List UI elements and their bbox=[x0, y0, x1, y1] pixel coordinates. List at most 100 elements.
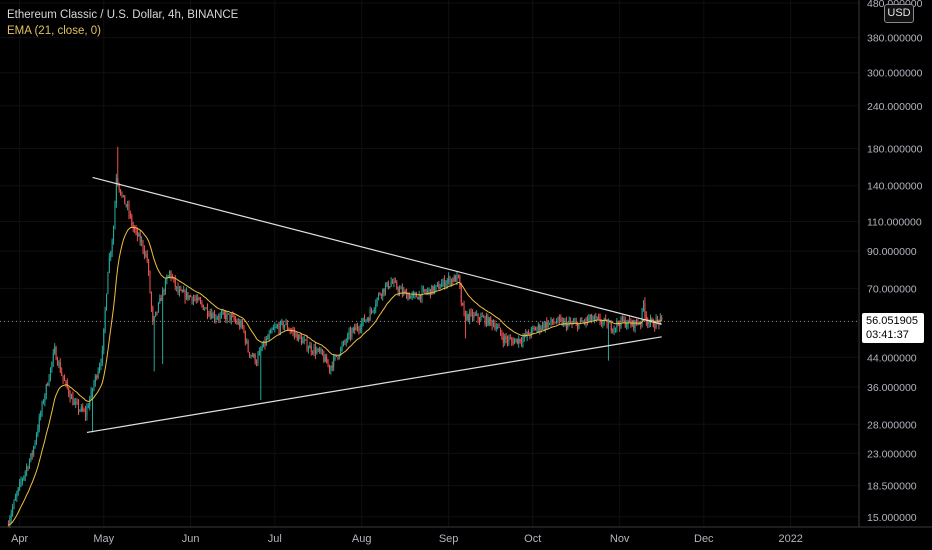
candle-body bbox=[299, 334, 301, 338]
candle-body bbox=[338, 355, 340, 358]
candle-body bbox=[14, 497, 16, 501]
candle-body bbox=[411, 294, 413, 296]
candle-body bbox=[455, 275, 457, 282]
candle-body bbox=[436, 284, 438, 286]
candle-body bbox=[216, 317, 218, 319]
currency-button[interactable]: USD bbox=[884, 4, 914, 23]
time-tick-label: Aug bbox=[352, 533, 372, 545]
candle-body bbox=[652, 320, 654, 327]
candle-body bbox=[251, 355, 253, 357]
candle-body bbox=[488, 317, 490, 326]
candle-body bbox=[135, 229, 137, 231]
lower-trendline[interactable] bbox=[86, 336, 662, 434]
time-tick-label: Jul bbox=[268, 533, 282, 545]
time-tick-label: Dec bbox=[694, 533, 714, 545]
candle-body bbox=[244, 332, 246, 343]
candle-body bbox=[638, 323, 640, 325]
candle-body bbox=[79, 410, 81, 411]
candle-body bbox=[578, 323, 580, 329]
candle-body bbox=[317, 348, 319, 351]
candle-body bbox=[658, 320, 660, 325]
candle-body bbox=[282, 321, 284, 328]
candle-body bbox=[434, 287, 436, 293]
candle-body bbox=[159, 298, 161, 303]
candle-body bbox=[153, 316, 155, 322]
candle-body bbox=[584, 321, 586, 323]
candle-body bbox=[582, 321, 584, 323]
candle-body bbox=[364, 317, 366, 322]
candle-body bbox=[476, 313, 478, 316]
candle-body bbox=[473, 314, 475, 318]
candle-body bbox=[334, 355, 336, 358]
candle-body bbox=[385, 285, 387, 293]
candle-body bbox=[59, 362, 61, 372]
candle-body bbox=[464, 313, 466, 320]
price-axis[interactable]: 480.000000380.000000300.000000240.000000… bbox=[867, 0, 923, 524]
candle-body bbox=[335, 355, 337, 357]
candle-body bbox=[225, 314, 227, 320]
candle-body bbox=[567, 323, 569, 328]
candle-body bbox=[554, 322, 556, 324]
candle-body bbox=[89, 398, 91, 407]
candle-body bbox=[237, 321, 239, 324]
candle-body bbox=[52, 353, 54, 363]
candle-body bbox=[218, 317, 220, 319]
candle-body bbox=[19, 482, 21, 488]
candle-body bbox=[181, 290, 183, 293]
candle-body bbox=[621, 317, 623, 322]
candle-body bbox=[235, 319, 237, 322]
candle-body bbox=[106, 294, 108, 311]
candle-body bbox=[547, 322, 549, 328]
candle-body bbox=[275, 326, 277, 328]
candle-body bbox=[406, 291, 408, 299]
candle-body bbox=[228, 313, 230, 315]
candle-body bbox=[371, 310, 373, 312]
candle-body bbox=[337, 356, 339, 358]
candle-body bbox=[593, 316, 595, 320]
candle-body bbox=[605, 318, 607, 320]
candle-body bbox=[515, 338, 517, 341]
candle-body bbox=[485, 315, 487, 324]
candle-body bbox=[463, 305, 465, 314]
candle-body bbox=[110, 251, 112, 258]
candle-body bbox=[277, 326, 279, 328]
candle-body bbox=[396, 282, 398, 289]
candle-body bbox=[342, 341, 344, 346]
ema-indicator-label[interactable]: EMA (21, close, 0) bbox=[7, 25, 101, 37]
candle-body bbox=[295, 334, 297, 335]
last-price-value: 56.051905 bbox=[866, 315, 918, 327]
candle-body bbox=[431, 285, 433, 295]
candle-body bbox=[394, 281, 396, 283]
bar-countdown: 03:41:37 bbox=[866, 329, 909, 341]
candle-body bbox=[284, 324, 286, 328]
candle-body bbox=[188, 295, 190, 299]
trendlines[interactable] bbox=[86, 176, 662, 434]
candle-body bbox=[595, 316, 597, 318]
upper-trendline[interactable] bbox=[92, 176, 662, 325]
candle-body bbox=[68, 387, 70, 395]
candle-body bbox=[560, 318, 562, 320]
candle-body bbox=[10, 513, 12, 519]
candle-body bbox=[75, 402, 77, 404]
candle-body bbox=[101, 350, 103, 363]
candles bbox=[7, 146, 663, 528]
time-tick-label: Sep bbox=[439, 533, 459, 545]
candle-body bbox=[331, 366, 333, 368]
candle-body bbox=[190, 295, 192, 297]
candle-body bbox=[113, 229, 115, 241]
candle-body bbox=[352, 327, 354, 331]
time-axis[interactable]: Apr May Jun Jul Aug Sep Oct Nov Dec 2022 bbox=[11, 533, 803, 545]
candle-body bbox=[359, 328, 361, 330]
candle-body bbox=[143, 249, 145, 255]
candle-body bbox=[27, 467, 29, 469]
candle-body bbox=[242, 321, 244, 327]
ema-line bbox=[8, 226, 662, 526]
symbol-title[interactable]: Ethereum Classic / U.S. Dollar, 4h, BINA… bbox=[7, 9, 239, 21]
candle-body bbox=[532, 328, 534, 329]
candle-body bbox=[258, 350, 260, 356]
candle-body bbox=[296, 334, 298, 341]
candle-body bbox=[35, 434, 37, 442]
candle-body bbox=[533, 328, 535, 329]
candle-body bbox=[609, 322, 611, 324]
